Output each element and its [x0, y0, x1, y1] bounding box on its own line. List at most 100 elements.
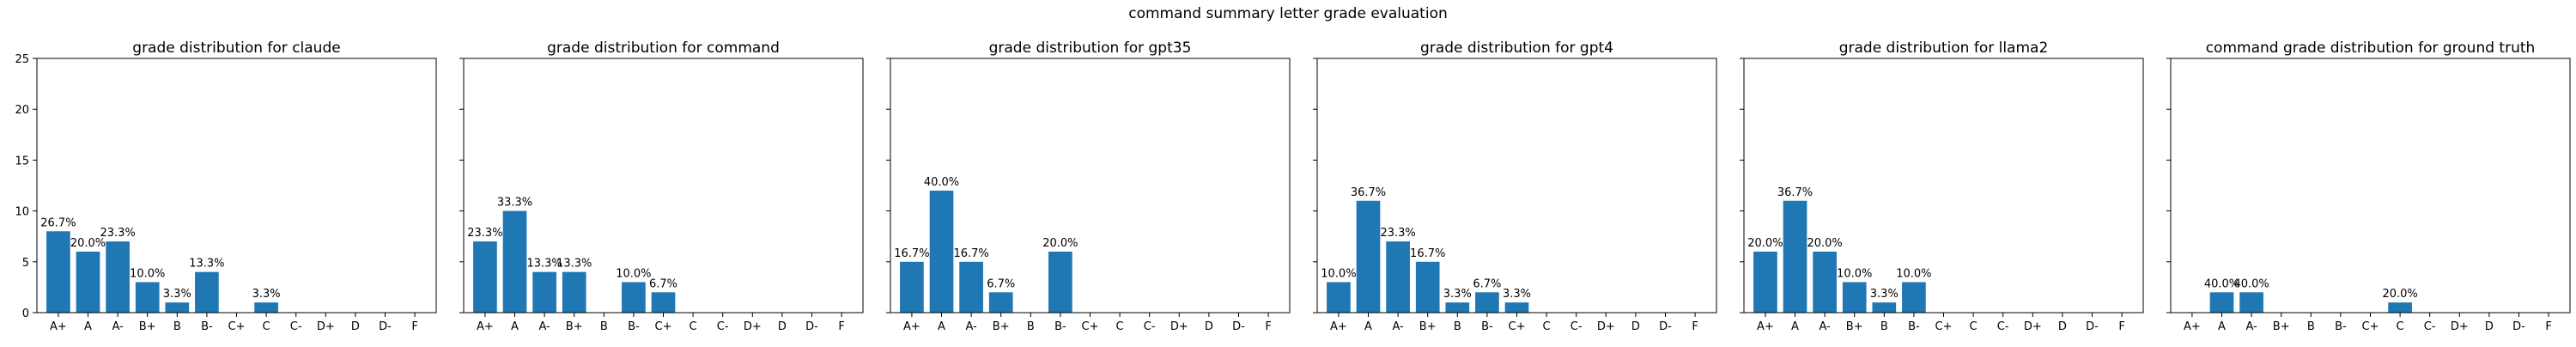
data-label: 23.3% [467, 227, 502, 240]
x-tick-label: C+ [655, 320, 672, 333]
x-tick-label: A+ [1757, 320, 1774, 333]
x-tick-label: B [173, 320, 181, 333]
x-tick-label: C [1543, 320, 1551, 333]
bar [1386, 241, 1410, 313]
x-tick-label: C [263, 320, 270, 333]
data-label: 20.0% [2382, 288, 2417, 301]
y-tick-label: 10 [15, 206, 29, 219]
chart-title: grade distribution for command [547, 40, 780, 57]
x-tick-label: A+ [50, 320, 67, 333]
data-label: 3.3% [252, 288, 281, 301]
x-tick-label: D [351, 320, 360, 333]
x-tick-label: B- [2335, 320, 2347, 333]
x-tick-label: C- [1144, 320, 1156, 333]
data-label: 40.0% [924, 176, 959, 189]
bar [1048, 251, 1072, 313]
figure-suptitle: command summary letter grade evaluation [1128, 5, 1448, 22]
x-tick-label: D- [379, 320, 392, 333]
data-label: 13.3% [526, 258, 562, 271]
x-tick-label: D [1631, 320, 1640, 333]
x-tick-label: F [1692, 320, 1698, 333]
chart-panel: grade distribution for gpt35 16.7% 40.0% 16… [886, 40, 1291, 333]
bar [1504, 302, 1529, 313]
x-tick-label: A+ [2184, 320, 2201, 333]
x-tick-label: A- [1392, 320, 1404, 333]
x-tick-label: A- [965, 320, 977, 333]
data-label: 20.0% [70, 237, 106, 250]
chart-panel: command grade distribution for ground tr… [2166, 40, 2571, 333]
chart-title: grade distribution for llama2 [1839, 40, 2049, 57]
data-label: 3.3% [1870, 288, 1899, 301]
x-tick-label: A+ [1330, 320, 1347, 333]
x-tick-label: D- [1232, 320, 1245, 333]
chart-title: grade distribution for gpt35 [989, 40, 1192, 57]
bar [2239, 292, 2263, 313]
bar [76, 251, 100, 313]
x-tick-label: D+ [744, 320, 762, 333]
data-label: 20.0% [1807, 237, 1842, 250]
data-label: 10.0% [616, 267, 651, 280]
data-label: 13.3% [556, 258, 592, 271]
x-tick-label: D+ [1597, 320, 1615, 333]
x-tick-label: D- [1659, 320, 1672, 333]
x-tick-label: B+ [566, 320, 583, 333]
bar [988, 292, 1013, 313]
x-tick-label: B+ [1419, 320, 1437, 333]
chart-title: grade distribution for gpt4 [1420, 40, 1613, 57]
x-tick-label: B- [1054, 320, 1066, 333]
bar [135, 282, 160, 313]
bar [1475, 292, 1499, 313]
bar [1327, 282, 1351, 313]
y-tick-label: 0 [22, 307, 29, 320]
bar [651, 292, 676, 313]
data-label: 16.7% [1410, 247, 1445, 260]
x-tick-label: B+ [1846, 320, 1863, 333]
bar [473, 241, 497, 313]
data-label: 20.0% [1042, 237, 1078, 250]
data-label: 3.3% [1443, 288, 1472, 301]
bar [165, 302, 190, 313]
chart-panel: grade distribution for gpt4 10.0% 36.7% 23.… [1313, 40, 1717, 333]
x-tick-label: B- [201, 320, 213, 333]
x-tick-label: C [1970, 320, 1978, 333]
data-label: 36.7% [1777, 186, 1813, 199]
x-tick-label: C- [1571, 320, 1583, 333]
chart-panel: grade distribution for command 23.3% 33.3%… [459, 40, 864, 333]
chart-panels: grade distribution for claude26.7%20.0%2… [15, 40, 2571, 333]
x-tick-label: B+ [993, 320, 1010, 333]
x-tick-label: C+ [228, 320, 246, 333]
x-tick-label: C- [1997, 320, 2009, 333]
data-label: 40.0% [2204, 277, 2239, 290]
x-tick-label: A [511, 320, 519, 333]
x-tick-label: A+ [903, 320, 920, 333]
x-tick-label: D [2058, 320, 2067, 333]
x-tick-label: D+ [317, 320, 335, 333]
data-label: 10.0% [1321, 267, 1356, 280]
x-tick-label: F [411, 320, 417, 333]
bar [900, 261, 924, 313]
x-tick-label: D- [805, 320, 818, 333]
x-tick-label: B [1454, 320, 1461, 333]
x-tick-label: B+ [139, 320, 156, 333]
data-label: 3.3% [1503, 288, 1531, 301]
bar [46, 231, 70, 313]
bar [562, 271, 586, 313]
bar [1842, 282, 1867, 313]
x-tick-label: F [2118, 320, 2124, 333]
data-label: 16.7% [953, 247, 988, 260]
bar [1902, 282, 1926, 313]
data-label: 10.0% [1896, 267, 1931, 280]
x-tick-label: D+ [2451, 320, 2469, 333]
bar [959, 261, 983, 313]
chart-title: command grade distribution for ground tr… [2206, 40, 2536, 57]
x-tick-label: A [2218, 320, 2226, 333]
x-tick-label: D- [2512, 320, 2525, 333]
bar [1445, 302, 1470, 313]
data-label: 23.3% [1380, 227, 1415, 240]
data-label: 13.3% [189, 258, 224, 271]
bar [106, 241, 130, 313]
bar [1783, 200, 1807, 313]
x-tick-label: A+ [477, 320, 494, 333]
